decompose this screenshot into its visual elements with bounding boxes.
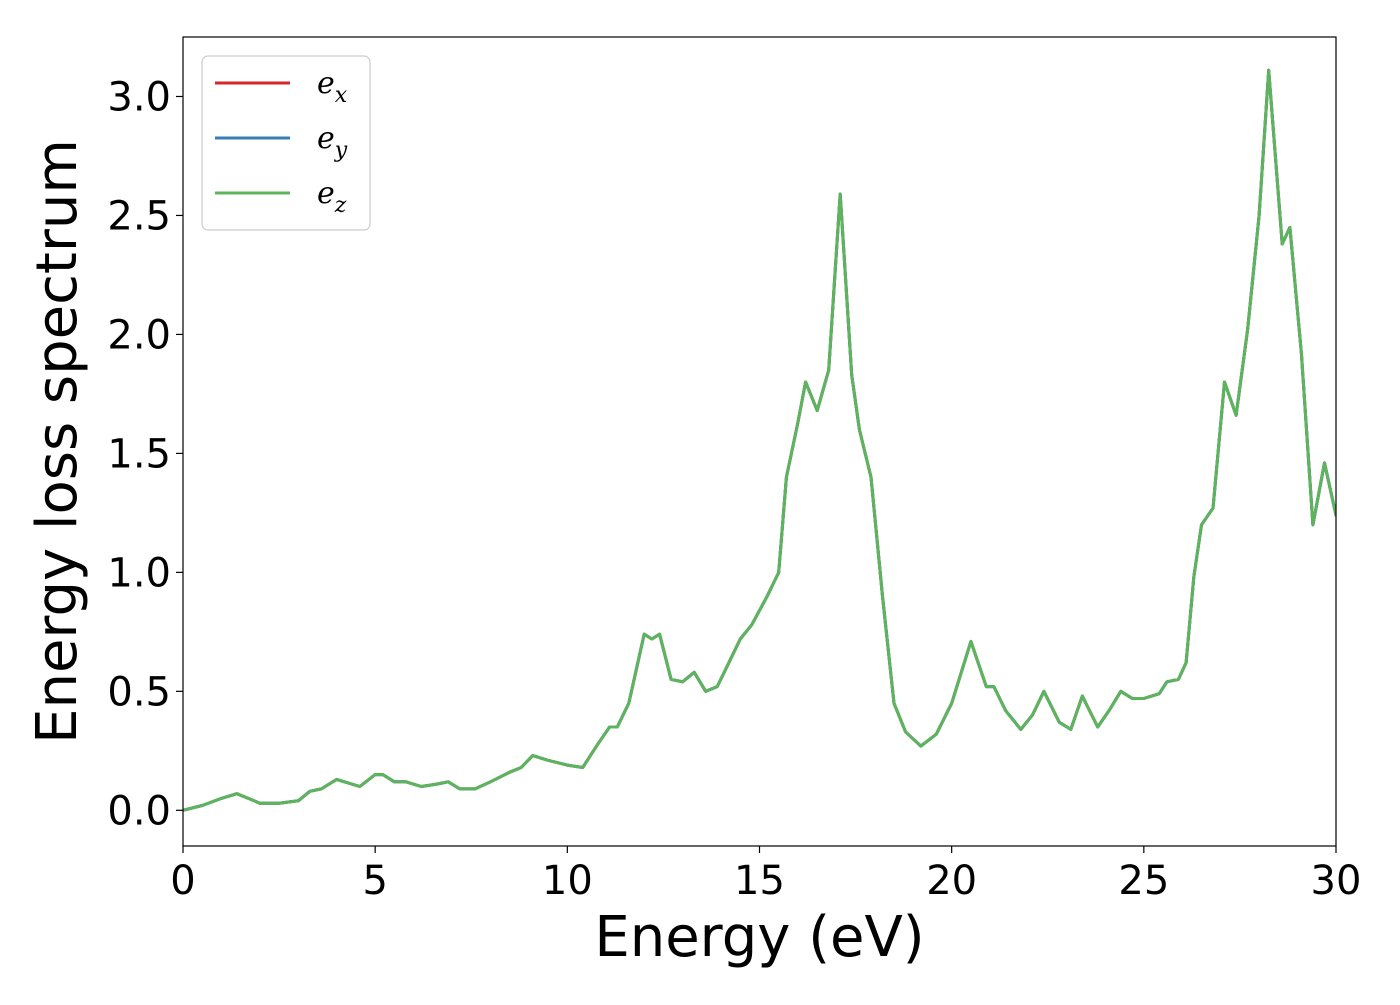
legend-label-subscript: x xyxy=(335,83,348,108)
y-tick-label: 2.0 xyxy=(107,312,171,358)
x-tick-label: 5 xyxy=(362,858,387,904)
y-tick-label: 0.0 xyxy=(107,788,171,834)
legend-box xyxy=(201,55,371,231)
legend-label-base: e xyxy=(317,121,335,156)
x-tick-label: 15 xyxy=(734,858,785,904)
legend-label-y: ey xyxy=(317,121,348,163)
y-axis-title: Energy loss spectrum xyxy=(25,139,90,744)
legend-label-subscript: y xyxy=(334,138,348,163)
x-tick-label: 20 xyxy=(926,858,977,904)
x-tick-label: 10 xyxy=(542,858,593,904)
x-axis-title: Energy (eV) xyxy=(594,905,924,970)
series-line-z xyxy=(183,68,1336,812)
y-tick-label: 2.5 xyxy=(107,193,171,239)
y-tick-label: 1.0 xyxy=(107,550,171,596)
y-tick-label: 3.0 xyxy=(107,74,171,120)
y-axis: 0.0 0.5 1.0 1.5 2.0 2.5 3.0 xyxy=(107,74,183,834)
legend-label-base: e xyxy=(317,176,335,211)
x-axis: 0 5 10 15 20 25 30 xyxy=(170,846,1361,904)
x-tick-label: 0 xyxy=(170,858,195,904)
x-tick-label: 30 xyxy=(1311,858,1362,904)
legend-label-subscript: z xyxy=(334,193,347,218)
y-tick-label: 1.5 xyxy=(107,431,171,477)
legend-label-x: ex xyxy=(317,66,348,108)
y-tick-label: 0.5 xyxy=(107,669,171,715)
legend-label-z: ez xyxy=(317,176,347,218)
x-tick-label: 25 xyxy=(1118,858,1169,904)
legend-label-base: e xyxy=(317,66,335,101)
plot-area xyxy=(183,68,1336,812)
